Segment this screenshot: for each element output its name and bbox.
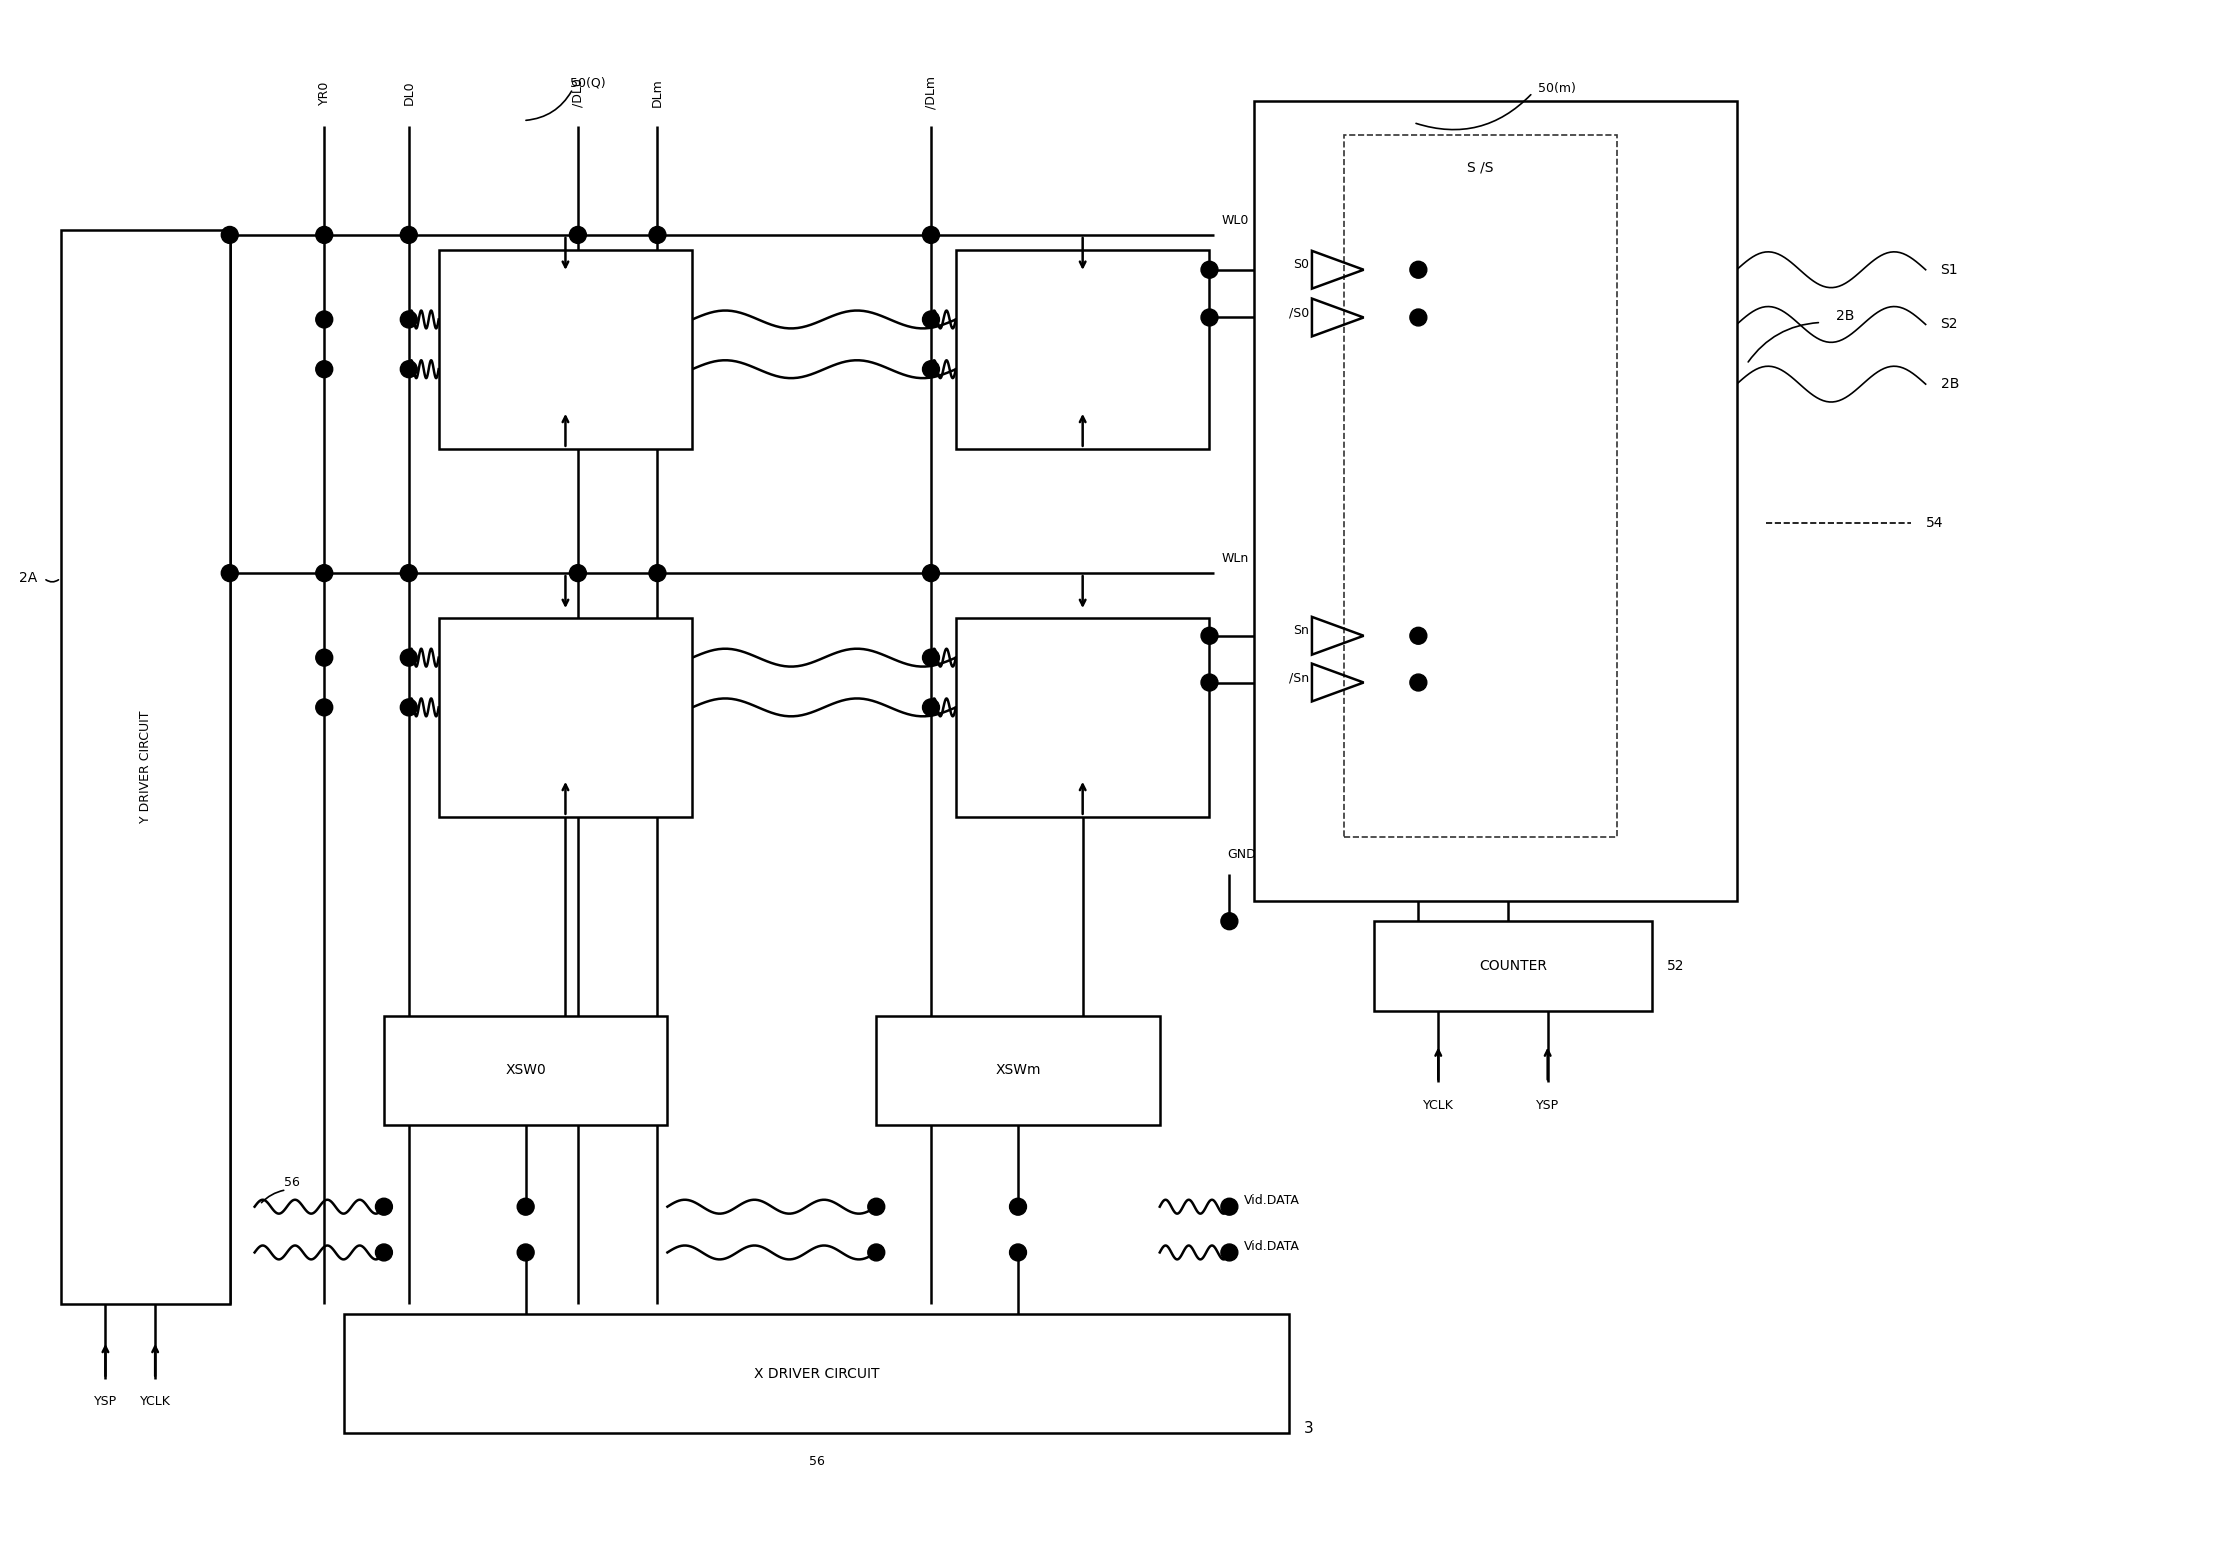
Circle shape	[1200, 674, 1218, 691]
Circle shape	[401, 649, 416, 666]
Circle shape	[316, 699, 332, 716]
Circle shape	[316, 226, 332, 243]
Bar	[345, 1314, 1289, 1434]
Bar	[383, 1015, 668, 1126]
Text: S1: S1	[1940, 263, 1958, 277]
Circle shape	[220, 226, 238, 243]
Circle shape	[1200, 308, 1218, 325]
Circle shape	[1220, 912, 1238, 930]
Text: GND: GND	[1227, 849, 1256, 861]
Text: 56: 56	[808, 1454, 824, 1468]
Circle shape	[316, 361, 332, 378]
Bar	[1374, 922, 1652, 1010]
Text: DLm: DLm	[650, 78, 664, 107]
Circle shape	[401, 699, 416, 716]
Text: 3: 3	[1305, 1422, 1314, 1436]
Circle shape	[401, 565, 416, 582]
Circle shape	[1220, 1199, 1238, 1214]
Circle shape	[922, 226, 940, 243]
Text: /S0: /S0	[1289, 307, 1309, 319]
Text: X DRIVER CIRCUIT: X DRIVER CIRCUIT	[755, 1367, 880, 1381]
Text: 2B: 2B	[1940, 377, 1960, 391]
Bar	[1254, 101, 1737, 902]
Circle shape	[401, 361, 416, 378]
Text: XSW0: XSW0	[506, 1063, 546, 1077]
Circle shape	[1009, 1199, 1027, 1214]
Bar	[60, 230, 229, 1305]
Bar	[875, 1015, 1160, 1126]
Circle shape	[1410, 674, 1428, 691]
Circle shape	[1410, 262, 1428, 279]
Text: 50(m): 50(m)	[1537, 83, 1574, 95]
Circle shape	[570, 226, 586, 243]
Circle shape	[517, 1244, 534, 1261]
Circle shape	[1200, 262, 1218, 279]
Text: 2B: 2B	[1835, 310, 1855, 324]
Text: YSP: YSP	[94, 1395, 118, 1408]
Circle shape	[1410, 627, 1428, 645]
Text: YCLK: YCLK	[1423, 1099, 1454, 1112]
Circle shape	[922, 649, 940, 666]
Text: 52: 52	[1668, 959, 1684, 973]
Circle shape	[1200, 627, 1218, 645]
Text: WL0: WL0	[1220, 213, 1249, 226]
Text: /DL0: /DL0	[572, 78, 583, 107]
Circle shape	[648, 565, 666, 582]
Circle shape	[1009, 1244, 1027, 1261]
Bar	[1343, 135, 1617, 836]
Text: S /S: S /S	[1468, 160, 1494, 174]
Bar	[439, 618, 693, 817]
Circle shape	[316, 311, 332, 329]
Circle shape	[376, 1199, 392, 1214]
Text: S2: S2	[1940, 318, 1958, 332]
Text: DL0: DL0	[403, 81, 414, 104]
Circle shape	[316, 565, 332, 582]
Text: YCLK: YCLK	[140, 1395, 171, 1408]
Text: Vid.DATA: Vid.DATA	[1245, 1194, 1301, 1207]
Circle shape	[220, 565, 238, 582]
Circle shape	[376, 1244, 392, 1261]
Circle shape	[401, 311, 416, 329]
Circle shape	[869, 1199, 884, 1214]
Circle shape	[869, 1244, 884, 1261]
Circle shape	[1220, 1244, 1238, 1261]
Text: WLn: WLn	[1220, 551, 1249, 565]
Bar	[955, 618, 1209, 817]
Text: 50(Q): 50(Q)	[570, 76, 606, 89]
Circle shape	[517, 1199, 534, 1214]
Text: 54: 54	[1926, 517, 1944, 531]
Circle shape	[922, 311, 940, 329]
Text: COUNTER: COUNTER	[1479, 959, 1548, 973]
Text: S0: S0	[1294, 258, 1309, 271]
Circle shape	[316, 649, 332, 666]
Circle shape	[922, 699, 940, 716]
Circle shape	[648, 226, 666, 243]
Text: 2A: 2A	[18, 571, 38, 585]
Circle shape	[1410, 308, 1428, 325]
Circle shape	[922, 361, 940, 378]
Text: YSP: YSP	[1537, 1099, 1559, 1112]
Text: Sn: Sn	[1294, 624, 1309, 637]
Bar	[955, 249, 1209, 448]
Text: /Sn: /Sn	[1289, 671, 1309, 684]
Text: YR0: YR0	[318, 81, 332, 104]
Text: /DLm: /DLm	[924, 76, 938, 109]
Text: XSWm: XSWm	[995, 1063, 1040, 1077]
Text: Y DRIVER CIRCUIT: Y DRIVER CIRCUIT	[138, 712, 151, 824]
Bar	[439, 249, 693, 448]
Circle shape	[922, 565, 940, 582]
Text: 56: 56	[285, 1177, 301, 1190]
Circle shape	[570, 565, 586, 582]
Circle shape	[401, 226, 416, 243]
Text: Vid.DATA: Vid.DATA	[1245, 1239, 1301, 1253]
